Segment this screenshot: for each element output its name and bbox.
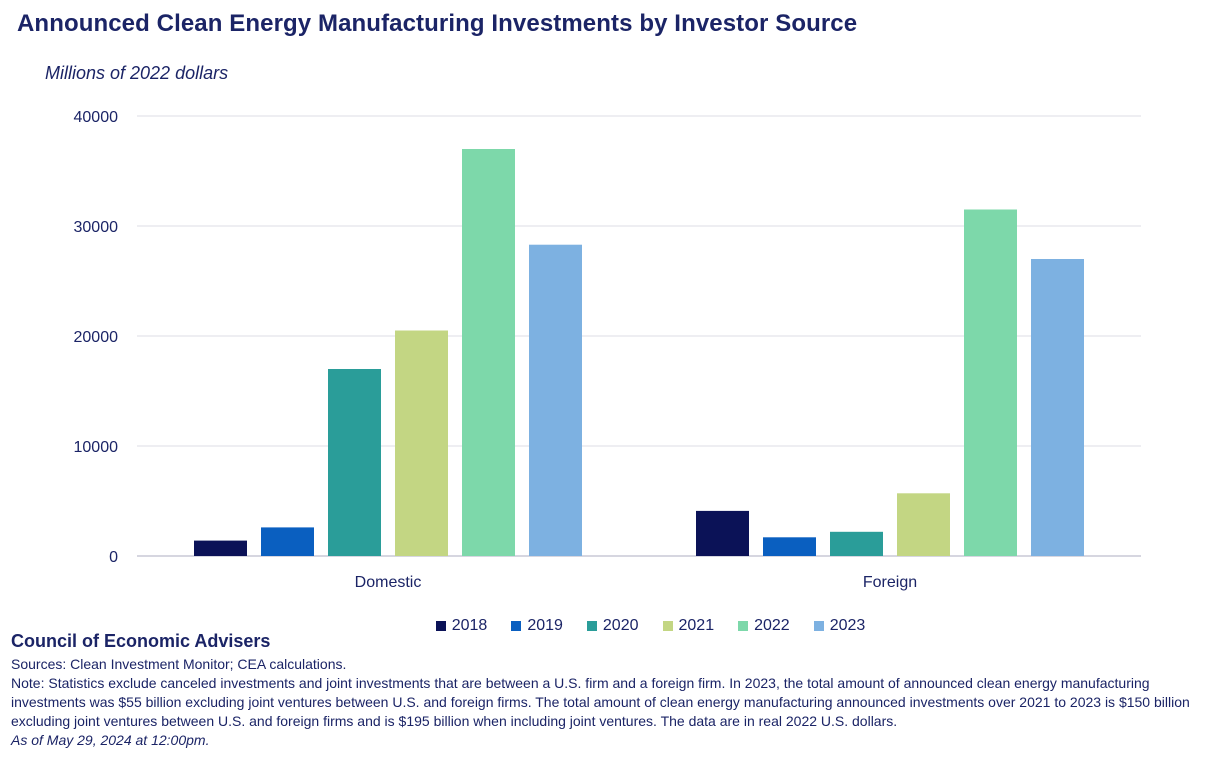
x-tick-label: Domestic <box>355 574 422 591</box>
legend-label: 2020 <box>602 617 639 634</box>
legend-item-2021: 2021 <box>662 617 715 635</box>
bar-foreign-2021 <box>897 493 950 556</box>
x-tick-label: Foreign <box>863 574 917 591</box>
note-text: Note: Statistics exclude canceled invest… <box>11 675 1190 729</box>
y-tick-label: 20000 <box>74 329 119 346</box>
y-tick-label: 10000 <box>74 439 119 456</box>
legend-swatch <box>813 621 824 631</box>
y-tick-label: 0 <box>109 549 118 566</box>
y-tick-label: 30000 <box>74 219 119 236</box>
y-axis-unit-label: Millions of 2022 dollars <box>45 63 229 83</box>
legend-item-2020: 2020 <box>586 617 639 635</box>
bar-domestic-2023 <box>529 244 582 556</box>
y-axis-ticks: 0 10000 20000 30000 40000 <box>74 109 119 566</box>
bar-domestic-2018 <box>194 540 247 556</box>
bars <box>194 149 1084 556</box>
footnotes: Sources: Clean Investment Monitor; CEA c… <box>11 655 1226 750</box>
y-tick-label: 40000 <box>74 109 119 126</box>
legend: 2018 2019 2020 2021 2022 2023 <box>0 617 1231 635</box>
bar-chart: 0 10000 20000 30000 40000 Domestic Foreign <box>74 109 1141 591</box>
bar-domestic-2019 <box>261 527 314 556</box>
legend-item-2023: 2023 <box>813 617 866 635</box>
bar-foreign-2019 <box>763 537 816 556</box>
legend-swatch <box>738 621 749 631</box>
legend-swatch <box>511 621 522 631</box>
legend-item-2018: 2018 <box>435 617 488 635</box>
x-axis-ticks: Domestic Foreign <box>355 574 917 591</box>
sources-text: Sources: Clean Investment Monitor; CEA c… <box>11 656 347 672</box>
bar-foreign-2023 <box>1031 259 1084 556</box>
legend-label: 2019 <box>527 617 563 634</box>
legend-swatch <box>662 621 673 631</box>
chart-title: Announced Clean Energy Manufacturing Inv… <box>17 10 858 37</box>
legend-label: 2023 <box>829 617 866 634</box>
legend-swatch <box>435 621 446 631</box>
organization-name: Council of Economic Advisers <box>11 631 271 651</box>
bar-domestic-2020 <box>328 369 381 556</box>
legend-label: 2021 <box>678 617 715 634</box>
bar-foreign-2022 <box>964 209 1017 556</box>
as-of-text: As of May 29, 2024 at 12:00pm. <box>11 732 210 748</box>
legend-item-2019: 2019 <box>511 617 563 635</box>
bar-foreign-2020 <box>830 531 883 556</box>
legend-label: 2022 <box>754 617 790 634</box>
legend-item-2022: 2022 <box>738 617 790 635</box>
bar-domestic-2021 <box>395 330 448 556</box>
legend-label: 2018 <box>451 617 488 634</box>
bar-domestic-2022 <box>462 149 515 556</box>
bar-foreign-2018 <box>696 510 749 556</box>
legend-swatch <box>586 621 597 631</box>
